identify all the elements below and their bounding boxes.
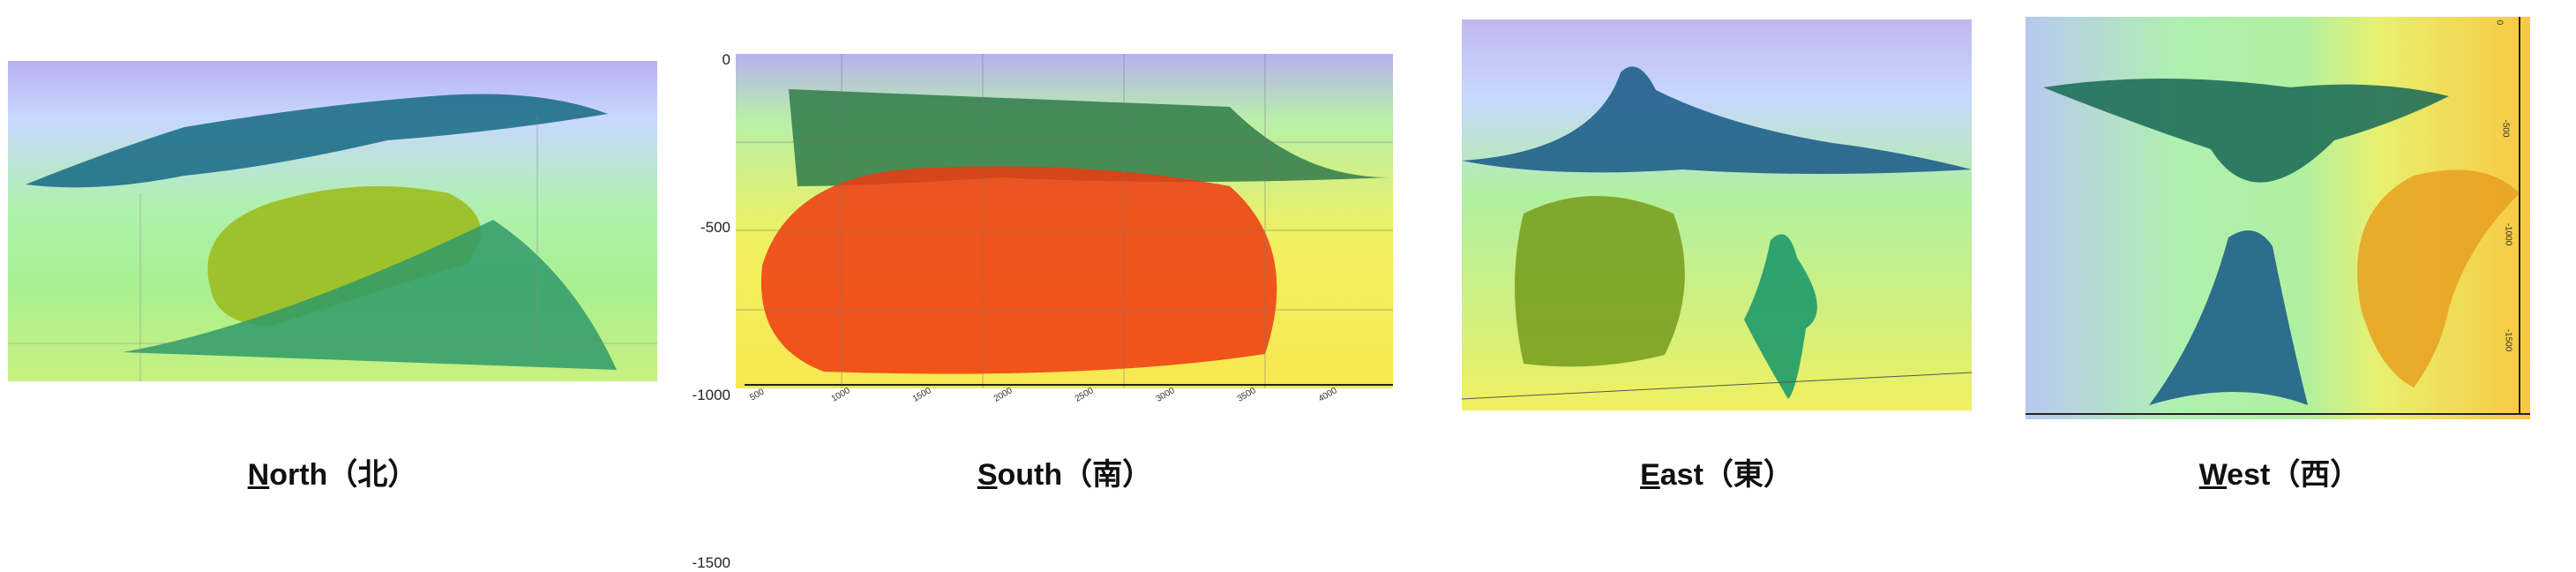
y-tick-label: 0 [722, 51, 730, 68]
west-render [2026, 17, 2530, 415]
x-tick-label: 2000 [992, 386, 1015, 404]
west-view [2026, 17, 2530, 419]
y-tick-label: -500 [700, 219, 730, 236]
x-tick-label: 2500 [1073, 386, 1096, 404]
x-tick-label: 1500 [910, 386, 933, 404]
x-tick-label: 3500 [1235, 386, 1258, 404]
side-tick-label: 0 [2494, 19, 2505, 26]
east-view [1462, 19, 1972, 410]
caption: West（西） [2198, 458, 2361, 492]
north-render [8, 94, 657, 381]
x-tick-label: 3000 [1154, 386, 1177, 404]
y-tick-label: -1000 [692, 387, 730, 403]
caption: East（東） [1640, 458, 1793, 492]
x-tick-label: 1000 [829, 386, 852, 404]
side-tick-label: -500 [2500, 119, 2511, 138]
figure: North（北） 0 -500 -1000 -1500 500 1000 1500 2000… [8, 17, 2530, 571]
side-tick-label: -1000 [2503, 222, 2513, 246]
north-view [8, 61, 657, 381]
y-tick-label: -1500 [692, 554, 730, 571]
south-view [736, 54, 1393, 388]
caption: North（北） [247, 458, 418, 492]
east-render [1462, 66, 1972, 400]
x-tick-label: 4000 [1316, 386, 1339, 404]
caption: South（南） [977, 458, 1153, 492]
side-tick-label: -1500 [2503, 328, 2513, 352]
south-render [736, 54, 1393, 388]
x-tick-label: 500 [748, 387, 767, 403]
